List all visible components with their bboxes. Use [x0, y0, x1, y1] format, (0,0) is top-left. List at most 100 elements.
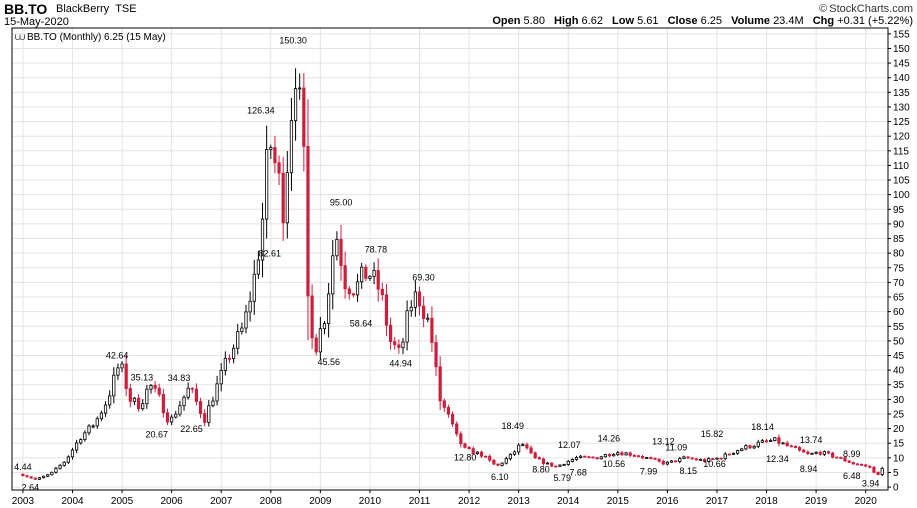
candle-body [33, 477, 37, 480]
candle [376, 258, 380, 302]
candle-body [744, 445, 748, 450]
candle [570, 458, 574, 463]
candle-body [145, 388, 149, 405]
candle-body [446, 407, 451, 415]
candle [740, 447, 744, 452]
candle-body [653, 457, 657, 460]
candle-body [475, 451, 479, 455]
candle-body [66, 456, 70, 463]
candle-body [136, 397, 141, 410]
candle-body [521, 444, 525, 447]
candle-body [405, 310, 409, 343]
candle [748, 444, 752, 450]
price-annotation: 45.56 [318, 357, 341, 367]
candle [661, 459, 665, 466]
candle-body [459, 433, 463, 445]
candle [21, 473, 25, 477]
brand-label: StockCharts.com [829, 3, 913, 15]
price-annotation: 58.64 [350, 319, 373, 329]
price-annotation: 12.34 [766, 454, 789, 464]
price-annotation: 34.83 [168, 373, 191, 383]
candle [521, 443, 525, 447]
candle [802, 448, 806, 453]
candle [397, 339, 401, 354]
candle [99, 410, 104, 422]
candle [450, 411, 455, 428]
candle [864, 463, 868, 468]
candle-body [37, 477, 42, 480]
candle [645, 456, 649, 459]
candle [880, 466, 884, 477]
candle-body [719, 457, 723, 460]
candle-body [112, 374, 116, 397]
candle-body [810, 452, 814, 455]
candle-body [273, 147, 277, 164]
candle-body [401, 341, 405, 348]
candle [120, 361, 124, 373]
x-tick-label: 2008 [260, 496, 283, 507]
candle [723, 452, 727, 461]
candle [810, 452, 814, 455]
candle-body [764, 440, 769, 443]
candle [314, 333, 318, 356]
candle [764, 439, 769, 443]
candle-body [533, 452, 537, 459]
candle-body [327, 293, 331, 324]
candle-body [103, 404, 108, 414]
candle [769, 438, 773, 442]
candle-body [736, 450, 740, 454]
candle [277, 155, 281, 186]
candle [574, 455, 579, 461]
candle [380, 282, 384, 301]
candle [215, 375, 219, 406]
candle [141, 399, 145, 411]
candle [211, 396, 215, 408]
candle-body [603, 454, 608, 458]
candle [248, 291, 252, 322]
candle-body [624, 452, 628, 456]
candle-body [537, 457, 541, 460]
candle [62, 461, 66, 467]
candle-body [409, 306, 413, 312]
candle-body [822, 451, 826, 455]
axes: 0 5 10 15 20 25 30 35 40 45 50 55 60 65 70 75 80 85 90 95 10… [11, 27, 910, 507]
x-tick-label: 2009 [309, 496, 332, 507]
y-tick-label: 60 [893, 307, 905, 318]
candle-body [665, 461, 669, 465]
brand-link[interactable]: © StockCharts.com [819, 3, 913, 15]
candle [504, 456, 508, 465]
quote-summary: Open 5.80 High 6.62 Low 5.61 Close 6.25 … [492, 15, 913, 27]
price-annotation: 5.79 [554, 473, 572, 483]
candle-body [616, 452, 620, 455]
candle [496, 463, 500, 467]
y-tick-label: 90 [893, 219, 905, 230]
candle-body [789, 445, 793, 448]
candle [756, 439, 760, 449]
candle-body [636, 455, 641, 458]
candle-body [607, 454, 612, 457]
price-annotation: 4.44 [14, 462, 32, 472]
candle-body [269, 147, 273, 150]
candle [116, 363, 120, 381]
x-tick-label: 2007 [210, 496, 233, 507]
x-tick-label: 2015 [607, 496, 630, 507]
y-tick-label: 5 [893, 468, 899, 479]
candle-body [785, 442, 789, 447]
candle [731, 452, 736, 456]
close-label: Close [667, 15, 698, 27]
candle-body [50, 471, 54, 476]
candle-body [99, 412, 104, 420]
candle-body [161, 394, 165, 414]
price-annotation: 13.12 [652, 437, 675, 447]
candle-body [694, 458, 698, 461]
price-annotation: 22.65 [180, 424, 203, 434]
candle-body [740, 448, 744, 451]
candle-body [455, 423, 459, 435]
candle [702, 458, 707, 463]
candle [500, 462, 504, 467]
x-tick-label: 2004 [61, 496, 84, 507]
candle [422, 296, 426, 328]
legend-icon: ⩊ [15, 32, 25, 43]
candle [855, 463, 860, 466]
candle-body [79, 439, 83, 444]
